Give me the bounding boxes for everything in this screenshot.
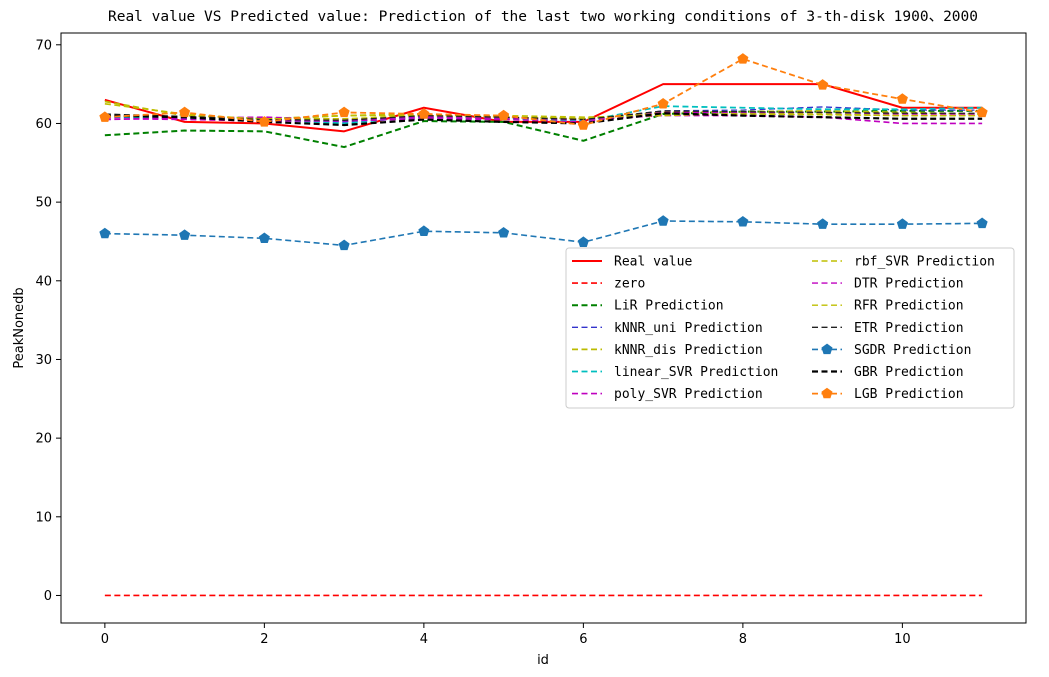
legend-label: linear_SVR Prediction (614, 365, 778, 380)
x-axis-label: id (537, 653, 549, 668)
legend-entry-rbf-svr-prediction: rbf_SVR Prediction (812, 255, 995, 270)
chart-title: Real value VS Predicted value: Predictio… (108, 9, 978, 25)
y-tick-label: 40 (35, 274, 52, 289)
data-point (338, 106, 350, 118)
plot-frame (60, 32, 1027, 624)
legend-entry-dtr-prediction: DTR Prediction (812, 277, 964, 292)
data-point (258, 116, 270, 127)
legend-label: kNNR_dis Prediction (614, 343, 763, 358)
legend-label: kNNR_uni Prediction (614, 321, 763, 336)
legend-label: GBR Prediction (854, 365, 964, 380)
data-point (179, 229, 191, 240)
legend-label: DTR Prediction (854, 277, 964, 292)
data-point (657, 215, 669, 226)
legend-label: poly_SVR Prediction (614, 387, 763, 402)
legend-entry-real-value: Real value (572, 255, 692, 270)
legend-entry-lgb-prediction: LGB Prediction (812, 387, 964, 402)
y-tick-label: 50 (35, 196, 52, 211)
data-point (179, 106, 191, 118)
data-point (338, 239, 350, 251)
series-lgb-prediction (99, 53, 988, 130)
y-tick-label: 10 (35, 510, 52, 525)
legend-marker (821, 343, 833, 355)
x-tick-label: 4 (420, 632, 428, 647)
data-point (737, 215, 749, 227)
legend-label: ETR Prediction (854, 321, 964, 336)
data-point (896, 218, 908, 229)
data-point (976, 217, 988, 229)
legend-box (565, 247, 1015, 409)
legend-label: SGDR Prediction (854, 343, 971, 358)
series-line (104, 220, 983, 247)
series-etr-prediction (104, 110, 983, 121)
legend: Real value zero LiR Prediction kNNR_uni Pre… (565, 247, 1015, 409)
legend-entry-knnr-uni-prediction: kNNR_uni Prediction (572, 321, 763, 336)
data-point (258, 232, 270, 244)
data-point (418, 108, 430, 119)
data-point (976, 106, 988, 118)
legend-entry-poly-svr-prediction: poly_SVR Prediction (572, 387, 763, 402)
data-point (817, 79, 829, 90)
legend-entry-knnr-dis-prediction: kNNR_dis Prediction (572, 343, 763, 358)
legend-entry-rfr-prediction: RFR Prediction (812, 299, 964, 314)
x-tick-label: 10 (894, 632, 911, 647)
legend-label: zero (614, 277, 645, 292)
legend-marker (821, 387, 833, 399)
data-point (737, 53, 749, 64)
legend-label: LiR Prediction (614, 299, 724, 314)
data-point (99, 227, 111, 239)
data-point (577, 236, 589, 247)
x-tick-label: 0 (101, 632, 109, 647)
x-tick-label: 2 (260, 632, 268, 647)
ticks-layer: 0 2 4 6 8 10 0 10 20 30 40 50 60 70 (35, 38, 910, 647)
y-tick-label: 60 (35, 117, 52, 132)
legend-entry-etr-prediction: ETR Prediction (812, 321, 964, 336)
legend-entry-gbr-prediction: GBR Prediction (812, 365, 964, 380)
y-tick-label: 70 (35, 38, 52, 53)
data-point (498, 109, 510, 121)
y-tick-label: 20 (35, 432, 52, 447)
data-point (498, 226, 510, 238)
series-line (104, 58, 983, 126)
y-tick-label: 30 (35, 353, 52, 368)
legend-label: rbf_SVR Prediction (854, 255, 995, 270)
legend-entry-sgdr-prediction: SGDR Prediction (812, 343, 971, 358)
data-point (896, 93, 908, 104)
legend-label: LGB Prediction (854, 387, 964, 402)
legend-entry-zero: zero (572, 277, 645, 292)
data-point (418, 225, 430, 236)
series-sgdr-prediction (99, 215, 988, 251)
data-point (817, 218, 829, 229)
data-point (577, 119, 589, 130)
data-point (99, 111, 111, 122)
y-tick-label: 0 (44, 589, 52, 604)
legend-label: RFR Prediction (854, 299, 964, 314)
data-point (657, 97, 669, 109)
series-layer (99, 53, 988, 597)
x-tick-label: 8 (739, 632, 747, 647)
legend-entry-lir-prediction: LiR Prediction (572, 299, 724, 314)
series-line (104, 110, 983, 121)
legend-label: Real value (614, 255, 692, 270)
x-tick-label: 6 (579, 632, 587, 647)
y-axis-label: PeakNonedb (12, 287, 27, 368)
legend-entry-linear-svr-prediction: linear_SVR Prediction (572, 365, 778, 380)
